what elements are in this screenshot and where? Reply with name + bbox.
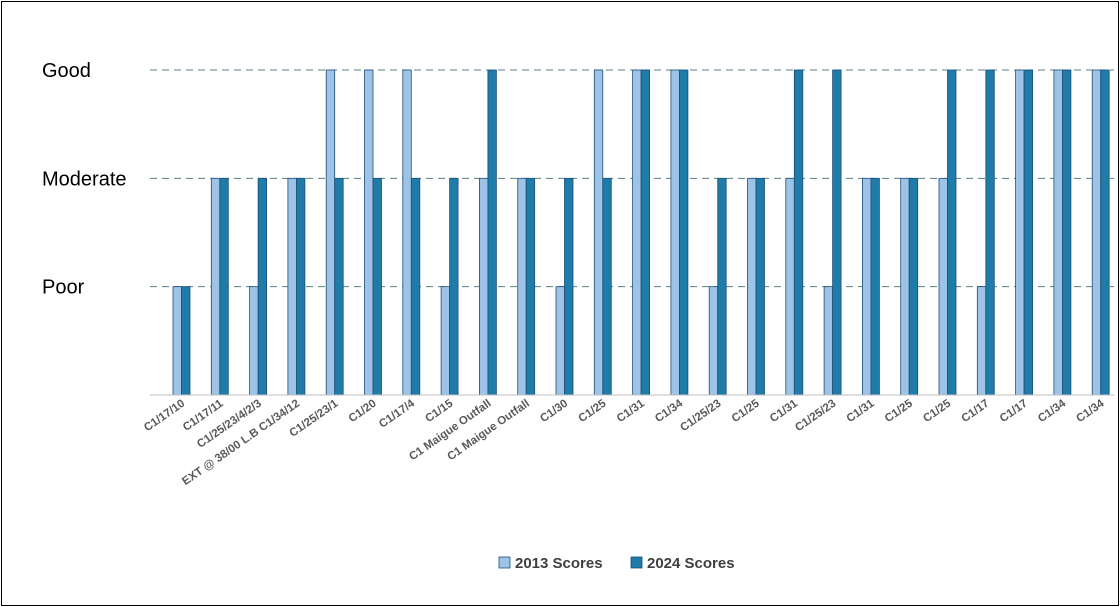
bar-2024: [870, 177, 880, 396]
bar-2013: [364, 69, 374, 396]
x-tick-label: C1/25: [730, 397, 763, 425]
x-tick-label: C1/17/4: [377, 397, 417, 430]
bar-2024: [679, 69, 689, 396]
bar-2024: [525, 177, 536, 396]
bar-2013: [1053, 69, 1063, 396]
bar-2013: [517, 177, 527, 396]
bar-2013: [938, 177, 948, 396]
legend-label: 2013 Scores: [515, 555, 603, 572]
bar-2024: [334, 177, 344, 396]
x-tick-label: C1/30: [538, 398, 570, 425]
bar-2024: [793, 69, 804, 396]
bar-2013: [976, 286, 987, 396]
bar-2024: [1100, 69, 1110, 396]
bar-2013: [287, 177, 297, 396]
bar-2013: [900, 177, 910, 396]
bar-2013: [708, 286, 719, 396]
bars: [172, 69, 1110, 396]
bar-2013: [402, 69, 412, 396]
bar-2024: [717, 177, 727, 396]
bar-2013: [440, 286, 451, 396]
bar-2013: [210, 177, 221, 396]
bar-2024: [181, 286, 191, 396]
x-tick-label: C1/25: [577, 397, 610, 425]
bar-2024: [1023, 69, 1033, 396]
legend-swatch: [630, 556, 643, 569]
legend: 2013 Scores 2024 Scores: [498, 555, 735, 572]
bar-2013: [1091, 69, 1102, 396]
bar-2024: [1062, 69, 1072, 396]
bar-2013: [670, 69, 680, 396]
x-tick-label: C1/17: [960, 398, 992, 425]
x-tick-label: C1/31: [615, 397, 648, 425]
bar-2013: [325, 69, 336, 396]
x-tick-label: C1/25/23: [793, 398, 838, 435]
legend-label: 2024 Scores: [647, 555, 735, 572]
y-level-label: Poor: [42, 277, 85, 299]
bar-2013: [632, 69, 642, 396]
bar-2013: [862, 177, 872, 396]
bar-2013: [172, 286, 182, 396]
x-tick-label: C1/34: [1036, 397, 1069, 425]
bar-2024: [832, 69, 842, 396]
x-tick-label: C1/34: [653, 397, 686, 425]
bar-2024: [219, 177, 229, 396]
y-axis-labels: Poor Moderate Good: [42, 60, 127, 299]
bar-2024: [755, 177, 765, 396]
bar-2024: [449, 177, 459, 396]
bar-2013: [785, 177, 795, 396]
bar-2013: [747, 177, 757, 396]
bar-2024: [487, 69, 497, 396]
legend-swatch: [498, 556, 511, 569]
bar-2013: [593, 69, 604, 396]
bar-2024: [985, 69, 995, 396]
x-tick-label: C1/25: [883, 397, 916, 425]
bar-2024: [640, 69, 650, 396]
x-tick-label: C1/25: [921, 397, 954, 425]
bar-2013: [555, 286, 565, 396]
x-tick-label: C1/34: [1074, 397, 1107, 425]
bar-2024: [410, 177, 421, 396]
x-tick-label: C1/17/10: [142, 398, 187, 435]
bar-2024: [908, 177, 919, 396]
x-tick-label: C1/31: [845, 397, 878, 425]
gridlines: [150, 69, 1114, 288]
bar-2013: [478, 177, 489, 396]
y-level-label: Good: [42, 60, 91, 82]
x-tick-label: C1/20: [347, 398, 379, 425]
y-level-label: Moderate: [42, 168, 127, 190]
x-tick-label: C1/25/23: [678, 398, 723, 435]
bar-2024: [372, 177, 382, 396]
bar-2024: [947, 69, 957, 396]
bar-2013: [249, 286, 259, 396]
bar-2024: [257, 177, 268, 396]
bar-2013: [823, 286, 833, 396]
bar-2024: [602, 177, 612, 396]
bar-2024: [295, 177, 306, 396]
x-tick-label: C1/17: [998, 398, 1030, 425]
bar-2013: [1015, 69, 1025, 396]
x-tick-label: C1/31: [768, 397, 801, 425]
bar-2024: [564, 177, 574, 396]
x-tick-label: C1/15: [423, 397, 456, 425]
